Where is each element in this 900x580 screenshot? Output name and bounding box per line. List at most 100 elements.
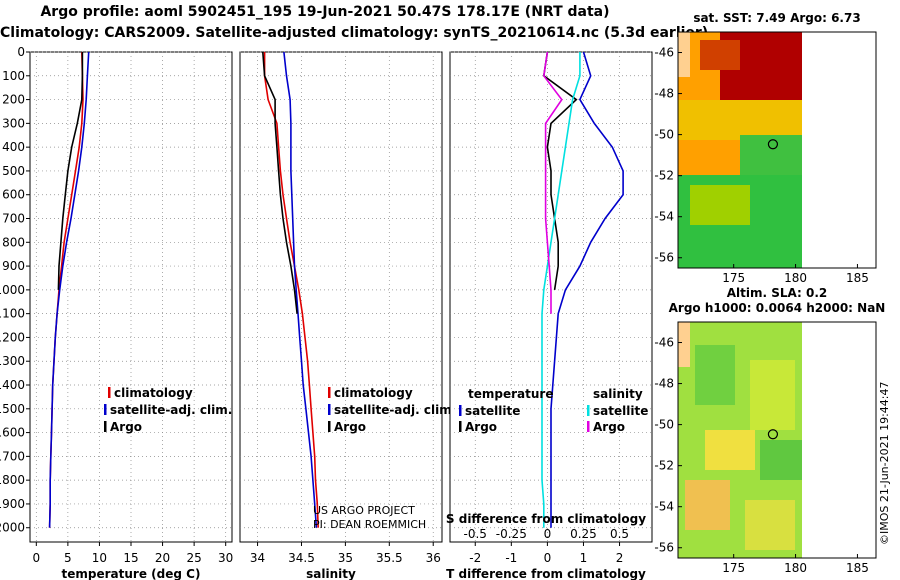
series-line-s-argo <box>542 52 563 314</box>
legend-swatch-argo <box>104 421 107 432</box>
map-y-label: -54 <box>654 210 674 224</box>
salinity-xlabel: salinity <box>306 567 356 580</box>
y-tick-label: 1600 <box>0 426 25 440</box>
map-y-label: -46 <box>654 336 674 350</box>
legend-swatch-t-satellite <box>459 405 462 416</box>
y-tick-label: 300 <box>2 116 25 130</box>
sla-yellow-patch-2 <box>745 500 795 550</box>
sst-heatmap <box>678 32 876 268</box>
temperature-xlabel: temperature (deg C) <box>62 567 201 580</box>
sla-heatmap <box>678 322 876 558</box>
legend-label-s-argo: Argo <box>593 420 625 434</box>
series-line-satellite-adj-clim- <box>283 52 318 528</box>
x-tick-label: 0 <box>32 551 40 565</box>
x-tick-label: 36 <box>426 551 441 565</box>
y-tick-label: 1000 <box>0 283 25 297</box>
map-y-label: -54 <box>654 500 674 514</box>
y-tick-label: 500 <box>2 164 25 178</box>
legend-swatch-t-argo <box>459 421 462 432</box>
credit-project: US ARGO PROJECT <box>313 504 415 517</box>
sst-map-frame <box>677 31 877 269</box>
x-tick-label: 20 <box>155 551 170 565</box>
legend-label-climatology: climatology <box>334 386 413 400</box>
y-tick-label: 100 <box>2 69 25 83</box>
salinity-plot-frame <box>239 51 443 543</box>
y-tick-label: 900 <box>2 259 25 273</box>
map-y-label: -48 <box>654 377 674 391</box>
y-tick-label: 1100 <box>0 307 25 321</box>
legend-title-salinity: salinity <box>593 387 643 401</box>
s-tick-label: 0.25 <box>570 527 597 541</box>
map-y-label: -50 <box>654 418 674 432</box>
s-difference-axis-ticks: -0.5 -0.25 0 0.25 0.5 <box>464 527 630 541</box>
x-tick-label: -1 <box>505 551 517 565</box>
series-line-climatology <box>263 52 319 528</box>
sla-map-frame <box>677 321 877 559</box>
series-line-satellite-adj-clim- <box>48 52 90 528</box>
x-tick-label: 34.5 <box>288 551 315 565</box>
salinity-panel: 34 34.5 35 35.5 36 salinity climatology sate… <box>239 51 456 580</box>
legend-swatch-climatology <box>108 387 111 398</box>
temperature-axis-ticks: 0 5 10 15 20 25 30 <box>32 542 233 565</box>
s-tick-label: -0.25 <box>496 527 527 541</box>
legend-label-climatology: climatology <box>114 386 193 400</box>
series-line-argo <box>262 52 298 314</box>
y-tick-label: 200 <box>2 93 25 107</box>
x-tick-label: 35.5 <box>376 551 403 565</box>
sla-orange-patch <box>685 480 730 530</box>
y-tick-label: 800 <box>2 235 25 249</box>
sla-yellow-patch <box>705 430 755 470</box>
sst-map-panel: sat. SST: 7.49 Argo: 6.73 175 180 185 -46 -4… <box>654 11 877 285</box>
imos-watermark: ©IMOS 21-Jun-2021 19:44:47 <box>878 381 891 545</box>
y-tick-label: 1300 <box>0 354 25 368</box>
x-tick-label: 1 <box>580 551 588 565</box>
sla-map-panel: Altim. SLA: 0.2 Argo h1000: 0.0064 h2000… <box>654 286 885 575</box>
sla-green-patch <box>695 345 735 405</box>
x-tick-label: 0 <box>544 551 552 565</box>
argo-float-marker <box>767 429 779 440</box>
y-tick-label: 0 <box>17 45 25 59</box>
land-mask <box>678 32 690 77</box>
y-tick-label: 600 <box>2 188 25 202</box>
t-difference-axis-ticks: -2 -1 0 1 2 <box>469 542 623 565</box>
figure-title-line2: Climatology: CARS2009. Satellite-adjuste… <box>0 25 709 41</box>
sla-green-patch-2 <box>760 440 802 480</box>
t-difference-xlabel: T difference from climatology <box>446 567 646 580</box>
x-tick-label: -2 <box>469 551 481 565</box>
legend-label-s-satellite: satellite <box>593 404 648 418</box>
s-tick-label: -0.5 <box>464 527 487 541</box>
legend-label-t-argo: Argo <box>465 420 497 434</box>
x-tick-label: 30 <box>218 551 233 565</box>
salinity-lines <box>262 52 319 528</box>
series-line-t-argo <box>542 52 578 291</box>
y-tick-label: 1700 <box>0 449 25 463</box>
legend-swatch-argo <box>328 421 331 432</box>
series-line-t-satellite <box>550 52 624 528</box>
sla-map-title: Altim. SLA: 0.2 <box>727 286 828 300</box>
sst-yellowgreen-patch <box>690 185 750 225</box>
temperature-lines <box>48 52 90 528</box>
temperature-legend: climatology satellite-adj. clim. Argo <box>104 386 232 434</box>
x-tick-label: 34 <box>250 551 265 565</box>
y-tick-label: 1500 <box>0 402 25 416</box>
map-x-label: 185 <box>846 561 869 575</box>
map-x-label: 185 <box>846 271 869 285</box>
x-tick-label: 35 <box>338 551 353 565</box>
map-x-label: 180 <box>784 271 807 285</box>
y-tick-label: 1200 <box>0 330 25 344</box>
legend-label-argo: Argo <box>334 420 366 434</box>
sst-warm-patch <box>700 40 740 70</box>
map-x-label: 175 <box>722 561 745 575</box>
no-data-area <box>802 32 876 268</box>
difference-legend: temperature satellite Argo salinity sate… <box>459 387 648 434</box>
map-x-label: 175 <box>722 271 745 285</box>
sla-yellowgreen-patch <box>750 360 795 430</box>
y-tick-label: 2000 <box>0 521 25 535</box>
map-y-label: -52 <box>654 459 674 473</box>
legend-swatch-satellite <box>328 404 331 415</box>
difference-lines <box>541 52 624 528</box>
s-tick-label: 0 <box>544 527 552 541</box>
x-tick-label: 15 <box>123 551 138 565</box>
sst-map-title: sat. SST: 7.49 Argo: 6.73 <box>693 11 860 25</box>
legend-label-t-satellite: satellite <box>465 404 520 418</box>
